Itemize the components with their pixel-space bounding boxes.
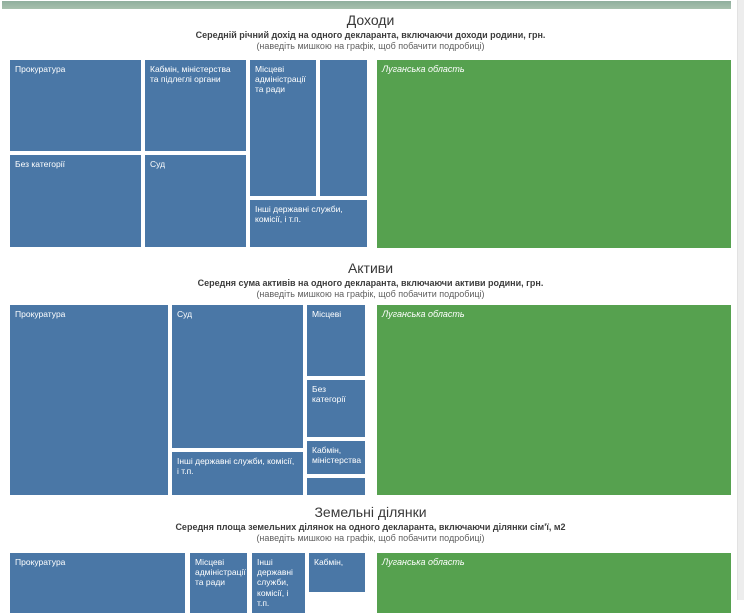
- treemap-cell-income[interactable]: Суд: [145, 155, 246, 247]
- treemap-cell-land[interactable]: Інші державні служби, комісії, і т.п.: [252, 553, 305, 613]
- treemap-cell-assets[interactable]: Кабмін, міністерства: [307, 441, 365, 474]
- section-assets-subtitle: Середня сума активів на одного декларант…: [197, 278, 544, 288]
- treemap-cell-assets[interactable]: Інші державні служби, комісії, і т.п.: [172, 452, 303, 495]
- page-edge-strip: [737, 0, 744, 600]
- treemap-cell-land[interactable]: Місцеві адміністрації та ради: [190, 553, 247, 613]
- treemap-cell-income[interactable]: [320, 60, 367, 196]
- page-top-band: [2, 1, 731, 9]
- section-income-subtitle: Середній річний дохід на одного декларан…: [195, 30, 546, 40]
- treemap-cell-assets[interactable]: [307, 478, 365, 495]
- treemap-cell-income[interactable]: Кабмін, міністерства та підлеглі органи: [145, 60, 246, 151]
- region-box-assets[interactable]: Луганська область: [377, 305, 731, 495]
- section-income-hint: (наведіть мишкою на графік, щоб побачити…: [256, 41, 485, 51]
- treemap-cell-income[interactable]: Прокуратура: [10, 60, 141, 151]
- section-land-hint: (наведіть мишкою на графік, щоб побачити…: [256, 533, 485, 543]
- section-assets-header: Активи Середня сума активів на одного де…: [10, 260, 731, 300]
- treemap-cell-assets[interactable]: Суд: [172, 305, 303, 448]
- section-assets-hint: (наведіть мишкою на графік, щоб побачити…: [256, 289, 485, 299]
- section-assets-title: Активи: [347, 260, 394, 276]
- treemap-cell-income[interactable]: Без категорії: [10, 155, 141, 247]
- region-box-income[interactable]: Луганська область: [377, 60, 731, 248]
- treemap-cell-income[interactable]: Інші державні служби, комісії, і т.п.: [250, 200, 367, 247]
- section-land-subtitle: Середня площа земельних ділянок на одног…: [175, 522, 566, 532]
- treemap-cell-assets[interactable]: Прокуратура: [10, 305, 168, 495]
- section-land-header: Земельні ділянки Середня площа земельних…: [10, 504, 731, 544]
- section-land-title: Земельні ділянки: [314, 504, 427, 520]
- treemap-cell-land[interactable]: Прокуратура: [10, 553, 185, 613]
- treemap-cell-land[interactable]: Кабмін,: [309, 553, 365, 592]
- treemap-cell-income[interactable]: Місцеві адміністрації та ради: [250, 60, 316, 196]
- treemap-cell-assets[interactable]: Місцеві: [307, 305, 365, 376]
- region-box-land[interactable]: Луганська область: [377, 553, 731, 613]
- section-income-title: Доходи: [346, 12, 395, 28]
- treemap-cell-assets[interactable]: Без категорії: [307, 380, 365, 437]
- section-income-header: Доходи Середній річний дохід на одного д…: [10, 12, 731, 52]
